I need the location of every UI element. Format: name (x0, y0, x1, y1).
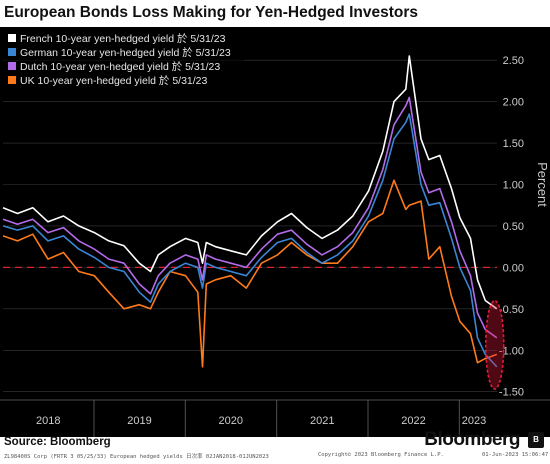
terminal-metadata: ZL98400S Corp (FRTR 3 05/25/33) European… (4, 454, 269, 460)
series-line (2, 96, 498, 339)
x-tick-label: 2023 (462, 415, 486, 427)
series-line (2, 113, 498, 368)
legend-swatch (8, 48, 16, 56)
y-tick-label: 0.00 (503, 262, 524, 274)
series-line (2, 55, 498, 310)
latest-value-highlight (484, 299, 505, 390)
x-tick-label: 2022 (401, 415, 425, 427)
y-axis-label: Percent (535, 162, 550, 207)
chart-title: European Bonds Loss Making for Yen-Hedge… (4, 4, 418, 21)
y-tick-label: -0.50 (499, 304, 524, 316)
y-tick-label: 1.50 (503, 138, 524, 150)
y-tick-label: 0.50 (503, 221, 524, 233)
copyright-note: Copyright© 2023 Bloomberg Finance L.P. (318, 452, 444, 458)
timestamp: 01-Jun-2023 15:06:47 (482, 452, 549, 458)
legend-label: German 10-year yen-hedged yield 於 5/31/2… (20, 46, 231, 59)
brand-logo: Bloomberg (424, 429, 520, 450)
legend-label: Dutch 10-year yen-hedged yield 於 5/31/23 (20, 60, 220, 73)
y-tick-label: 2.50 (503, 55, 524, 67)
y-tick-label: -1.00 (499, 345, 524, 357)
x-tick-label: 2018 (36, 415, 60, 427)
x-tick-label: 2021 (310, 415, 334, 427)
legend-label: UK 10-year yen-hedged yield 於 5/31/23 (20, 74, 208, 87)
y-tick-label: 1.00 (503, 179, 524, 191)
legend-swatch (8, 62, 16, 70)
legend-swatch (8, 34, 16, 42)
x-tick-label: 2019 (127, 415, 151, 427)
x-tick-label: 2020 (219, 415, 243, 427)
chart-plot: 2.50 2.00 1.50 1.00 0.50 0.00 -0.50 -1.00 -1.50 2… (0, 27, 550, 437)
source-note: Source: Bloomberg (4, 436, 111, 448)
y-tick-label: -1.50 (499, 387, 524, 399)
legend-swatch (8, 76, 16, 84)
y-tick-label: 2.00 (503, 97, 524, 109)
series-line (2, 179, 498, 368)
legend-label: French 10-year yen-hedged yield 於 5/31/2… (20, 32, 226, 45)
legend-box (4, 29, 244, 89)
brand-badge: B (528, 432, 544, 448)
